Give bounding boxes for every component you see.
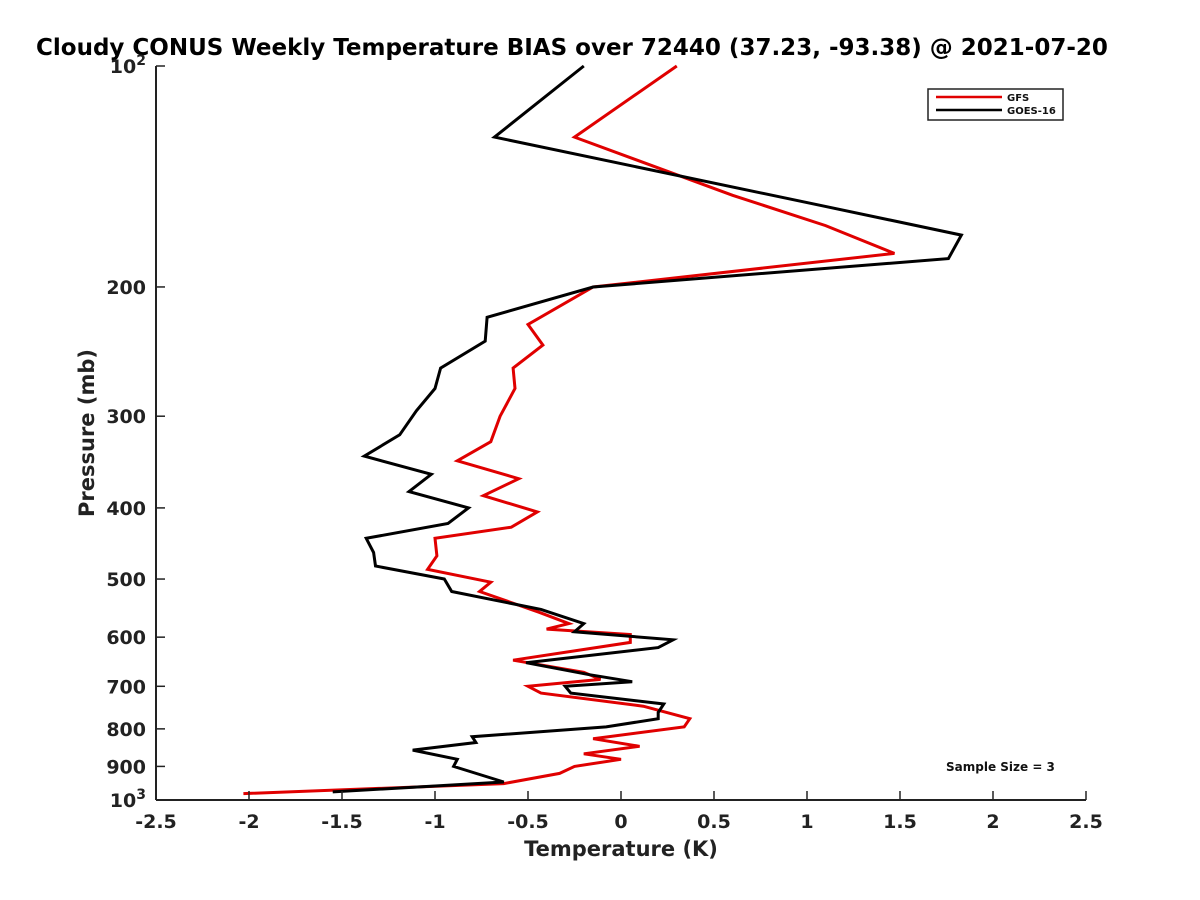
y-tick-label: 400 xyxy=(106,498,146,520)
series-line-gfs xyxy=(243,64,895,796)
sample-size-annotation: Sample Size = 3 xyxy=(946,760,1055,774)
x-tick-label: 0 xyxy=(614,811,627,833)
y-tick-label: 800 xyxy=(106,719,146,741)
x-tick-label: -2.5 xyxy=(135,811,177,833)
y-tick-label: 103 xyxy=(110,787,146,812)
x-tick-label: -0.5 xyxy=(507,811,549,833)
legend-label-goes16: GOES-16 xyxy=(1007,106,1056,117)
x-axis-ticks: -2.5 -2 -1.5 -1 -0.5 0 0.5 1 1.5 2 2.5 xyxy=(135,791,1103,833)
x-tick-label: 1 xyxy=(800,811,813,833)
x-tick-label: 2.5 xyxy=(1069,811,1103,833)
legend: GFS GOES-16 xyxy=(927,88,1064,121)
x-tick-label: -1.5 xyxy=(321,811,363,833)
x-axis-label: Temperature (K) xyxy=(524,837,718,861)
legend-box xyxy=(927,88,1064,121)
y-tick-label: 102 xyxy=(110,53,146,78)
y-tick-label: 300 xyxy=(106,406,146,428)
y-tick-label: 200 xyxy=(106,277,146,299)
y-tick-label: 500 xyxy=(106,569,146,591)
x-tick-label: 1.5 xyxy=(883,811,917,833)
y-axis-label: Pressure (mb) xyxy=(75,349,99,517)
y-tick-label: 700 xyxy=(106,676,146,698)
x-tick-label: -1 xyxy=(424,811,445,833)
plot-area xyxy=(156,66,1086,800)
series-line-goes16 xyxy=(332,64,964,794)
y-axis-ticks: 102 200 300 400 500 600 700 800 900 103 xyxy=(106,53,165,812)
x-tick-label: 2 xyxy=(986,811,999,833)
legend-label-gfs: GFS xyxy=(1007,93,1029,104)
x-tick-label: 0.5 xyxy=(697,811,731,833)
x-tick-label: -2 xyxy=(238,811,259,833)
y-tick-label: 900 xyxy=(106,756,146,778)
chart-title: Cloudy CONUS Weekly Temperature BIAS ove… xyxy=(36,35,1108,61)
y-tick-label: 600 xyxy=(106,627,146,649)
series-layer xyxy=(243,64,964,796)
